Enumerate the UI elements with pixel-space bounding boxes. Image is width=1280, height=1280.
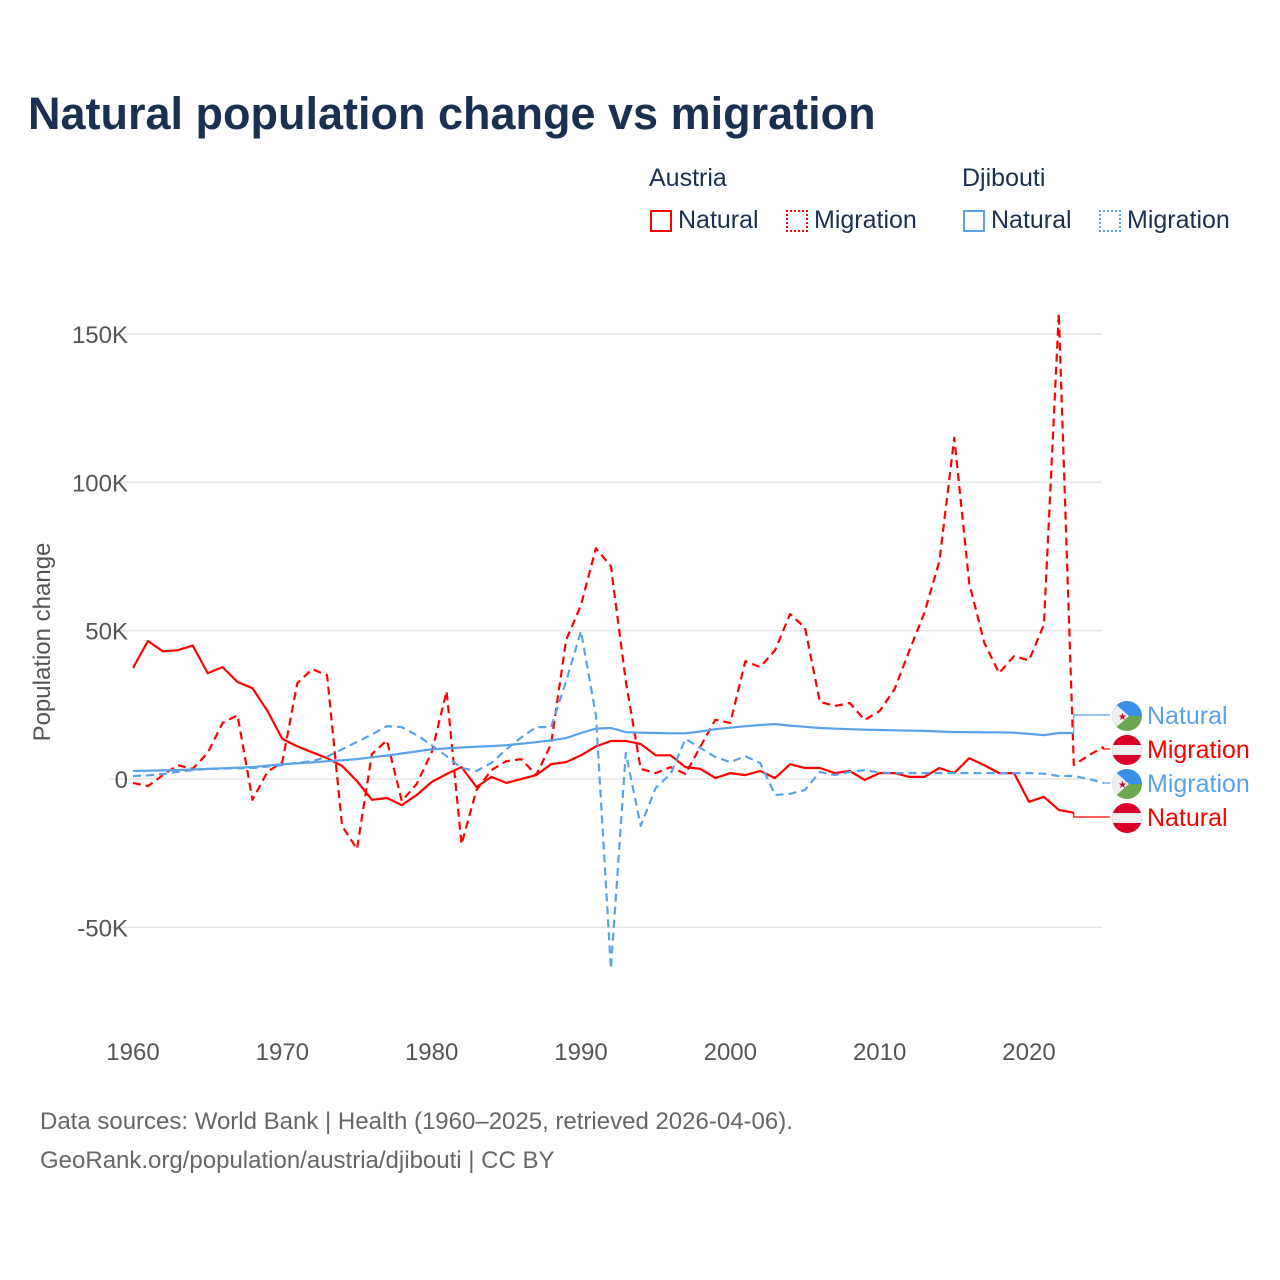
solid-swatch-icon [650,209,672,232]
y-tick-label: 50K [85,619,128,646]
y-tick-label: 0 [115,767,128,794]
plot-area: -50K 0 50K 100K 150K 1960 1970 1980 1990 2000 2010… [29,312,1250,1066]
series-line-djibouti-migration [132,630,1104,971]
x-tick-label: 1970 [256,1039,309,1066]
x-tick-label: 1980 [405,1039,458,1066]
legend-group-austria: Austria [649,164,727,192]
footer-sources: Data sources: World Bank | Health (1960–… [40,1108,793,1135]
series-line-djibouti-natural [132,722,1074,773]
end-label: Migration [1147,770,1250,798]
solid-swatch-icon [963,209,985,232]
y-axis-label: Population change [29,543,56,742]
series-line-austria-natural [132,639,1075,814]
legend-djibouti-migration[interactable]: Migration [1099,206,1230,235]
x-tick-label: 2010 [853,1039,906,1066]
y-tick-label: 100K [72,470,128,497]
dotted-swatch-icon [1099,209,1121,232]
austria-flag-icon [1112,803,1142,833]
y-tick-label: 150K [72,322,128,349]
end-label: Natural [1147,804,1228,832]
legend-austria-migration[interactable]: Migration [786,206,917,235]
legend-label: Natural [991,206,1072,234]
austria-flag-icon [1112,735,1142,765]
x-tick-label: 1960 [106,1039,159,1066]
legend-group-djibouti: Djibouti [962,164,1046,192]
dotted-swatch-icon [786,209,808,232]
svg-text:★: ★ [1118,712,1127,723]
end-label: Migration [1147,736,1250,764]
chart-title: Natural population change vs migration [28,88,876,139]
legend-austria-natural[interactable]: Natural [650,206,759,235]
legend-label: Migration [1127,206,1230,234]
legend-label: Natural [678,206,759,234]
djibouti-flag-icon: ★ [1112,769,1142,799]
label-connector [1073,714,1110,734]
x-tick-label: 1990 [554,1039,607,1066]
series-line-austria-migration [132,312,1105,851]
x-tick-label: 2020 [1002,1039,1055,1066]
legend-label: Migration [814,206,917,234]
label-connector [1103,746,1110,750]
djibouti-flag-icon: ★ [1112,701,1142,731]
label-connector [1073,812,1110,818]
svg-text:★: ★ [1118,780,1127,791]
y-tick-label: -50K [77,915,128,942]
footer-credit: GeoRank.org/population/austria/djibouti … [40,1147,555,1174]
end-label: Natural [1147,702,1228,730]
x-tick-label: 2000 [704,1039,757,1066]
legend-djibouti-natural[interactable]: Natural [963,206,1072,235]
